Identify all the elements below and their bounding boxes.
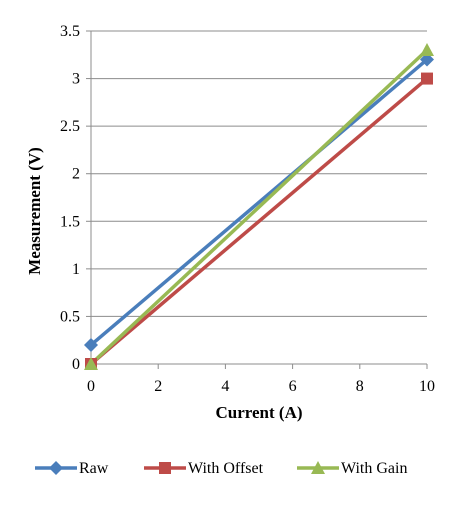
series-line-raw: [89, 58, 429, 347]
x-tick-label: 2: [154, 378, 162, 395]
data-point-raw: [84, 337, 98, 352]
x-tick-label: 6: [289, 378, 297, 395]
x-tick-label: 0: [87, 378, 95, 395]
series-line-with-gain: [89, 48, 429, 366]
data-point-with-offset: [421, 72, 433, 85]
x-tick-label: 8: [356, 378, 364, 395]
legend-label-raw: Raw: [79, 460, 109, 477]
legend-marker-raw: [49, 461, 63, 475]
y-tick-label: 3.5: [60, 23, 80, 40]
legend-marker-with-gain: [311, 461, 325, 474]
y-tick-label: 3: [72, 71, 80, 88]
y-tick-label: 1.5: [60, 213, 80, 230]
data-point-with-gain: [84, 357, 98, 370]
axes: [86, 30, 428, 369]
x-tick-labels: 0 2 4 6 8 10: [87, 378, 435, 395]
y-axis-title: Measurement (V): [25, 147, 44, 275]
legend-label-with-gain: With Gain: [341, 460, 407, 477]
series-line-with-offset: [89, 77, 429, 366]
x-axis-title: Current (A): [215, 403, 302, 422]
legend: Raw With Offset With Gain: [35, 460, 407, 477]
legend-label-with-offset: With Offset: [188, 460, 264, 477]
x-tick-label: 4: [221, 378, 229, 395]
data-point-with-gain: [420, 43, 434, 57]
x-tick-label: 10: [419, 378, 435, 395]
data-point-raw: [420, 52, 434, 67]
y-tick-label: 0: [72, 356, 80, 373]
y-tick-label: 2: [72, 166, 80, 183]
series-lines: [84, 43, 434, 370]
y-tick-label: 2.5: [60, 118, 80, 135]
gridlines: [91, 30, 427, 317]
y-tick-label: 0.5: [60, 308, 80, 325]
legend-marker-with-offset: [159, 462, 171, 474]
y-tick-labels: 0 0.5 1 1.5 2 2.5 3 3.5: [60, 23, 80, 373]
y-tick-label: 1: [72, 261, 80, 278]
